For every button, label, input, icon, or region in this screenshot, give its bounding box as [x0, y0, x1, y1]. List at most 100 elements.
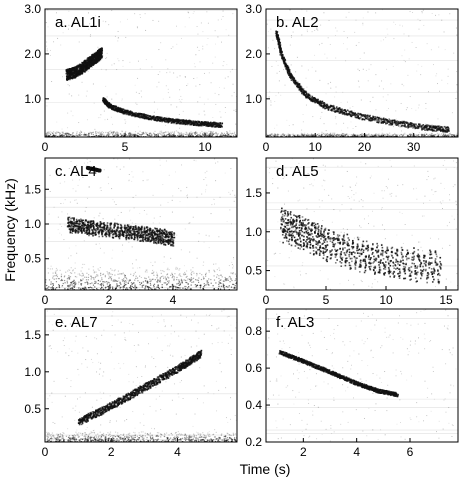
- trace-dot: [212, 124, 214, 127]
- speckle: [317, 29, 319, 31]
- noise-band-dot: [453, 134, 455, 136]
- speckle: [316, 27, 318, 29]
- trace-dot: [297, 84, 299, 87]
- trace-dot: [97, 57, 99, 60]
- trace-dot: [412, 127, 414, 129]
- noise-band-dot: [445, 135, 447, 137]
- noise-band-dot: [360, 135, 362, 137]
- trace-dot: [95, 51, 98, 54]
- trace-dot: [81, 70, 84, 73]
- trace-dot: [133, 112, 136, 115]
- trace-dot: [404, 121, 407, 123]
- trace-dot: [390, 123, 392, 125]
- speckle: [432, 64, 434, 66]
- trace-dot: [118, 108, 120, 111]
- trace-dot: [336, 110, 339, 113]
- speckle: [67, 84, 69, 86]
- noise-band-dot: [49, 131, 51, 133]
- noise-band-dot: [95, 131, 97, 133]
- trace-dot: [78, 73, 80, 76]
- noise-band-dot: [180, 132, 182, 134]
- speckle: [292, 31, 294, 33]
- noise-band-dot: [105, 135, 107, 137]
- speckle: [111, 64, 113, 66]
- noise-band-dot: [138, 132, 140, 134]
- noise-band-dot: [205, 132, 207, 134]
- noise-band-dot: [111, 131, 113, 133]
- speckle: [358, 70, 360, 72]
- speckle: [86, 119, 88, 121]
- noise-band-dot: [226, 135, 228, 137]
- trace-dot: [338, 108, 340, 110]
- trace-dot: [207, 123, 210, 126]
- speckle: [312, 116, 314, 118]
- speckle: [203, 72, 205, 74]
- noise-band-dot: [384, 133, 386, 136]
- speckle: [447, 75, 449, 77]
- noise-band-dot: [146, 134, 149, 136]
- speckle: [153, 101, 155, 103]
- noise-band-dot: [130, 134, 132, 136]
- noise-band-dot: [316, 134, 318, 136]
- noise-band-dot: [351, 133, 353, 136]
- speckle: [266, 133, 268, 135]
- speckle: [387, 94, 389, 96]
- speckle: [224, 107, 226, 109]
- speckle: [125, 121, 127, 123]
- noise-band-dot: [136, 132, 139, 134]
- trace-dot: [176, 120, 179, 123]
- trace-dot: [279, 44, 282, 46]
- speckle: [180, 101, 182, 103]
- trace-dot: [96, 55, 99, 57]
- speckle: [81, 81, 83, 83]
- speckle: [198, 113, 200, 115]
- noise-band-dot: [376, 133, 378, 135]
- noise-band-dot: [113, 131, 115, 133]
- trace-dot: [101, 55, 104, 57]
- noise-band-dot: [155, 134, 157, 136]
- noise-band-dot: [307, 135, 309, 137]
- speckle: [117, 40, 119, 42]
- trace-dot: [278, 41, 281, 43]
- noise-band-dot: [303, 135, 305, 137]
- speckle: [125, 36, 127, 38]
- speckle: [184, 26, 186, 28]
- speckle: [455, 98, 457, 100]
- noise-band-dot: [70, 134, 72, 136]
- trace-dot: [205, 121, 207, 124]
- speckle: [403, 33, 405, 35]
- trace-dot: [141, 116, 144, 119]
- trace-dot: [85, 62, 88, 65]
- speckle: [170, 48, 172, 50]
- noise-band-dot: [394, 133, 396, 136]
- speckle: [302, 113, 304, 115]
- trace-dot: [399, 122, 401, 125]
- noise-band-dot: [229, 130, 231, 132]
- noise-band-dot: [345, 134, 347, 137]
- trace-dot: [421, 128, 423, 130]
- noise-band-dot: [117, 133, 119, 135]
- noise-band-dot: [160, 130, 163, 132]
- trace-dot: [348, 112, 351, 114]
- speckle: [104, 57, 106, 59]
- noise-band-dot: [288, 135, 290, 137]
- speckle: [170, 104, 172, 106]
- noise-band-dot: [164, 135, 166, 137]
- trace-dot: [95, 54, 98, 56]
- noise-band-dot: [210, 130, 212, 133]
- trace-dot: [191, 120, 194, 123]
- speckle: [400, 102, 402, 104]
- noise-band-dot: [453, 134, 455, 136]
- noise-band-dot: [168, 133, 170, 135]
- trace-dot: [289, 72, 291, 75]
- noise-band-dot: [311, 133, 313, 136]
- noise-band-dot: [58, 135, 60, 137]
- trace-dot: [366, 117, 368, 120]
- trace-dot: [292, 81, 295, 84]
- speckle: [202, 48, 204, 50]
- speckle: [126, 18, 128, 20]
- noise-band-dot: [113, 131, 116, 133]
- speckle: [268, 96, 270, 98]
- speckle: [202, 31, 204, 33]
- trace-dot: [373, 117, 376, 120]
